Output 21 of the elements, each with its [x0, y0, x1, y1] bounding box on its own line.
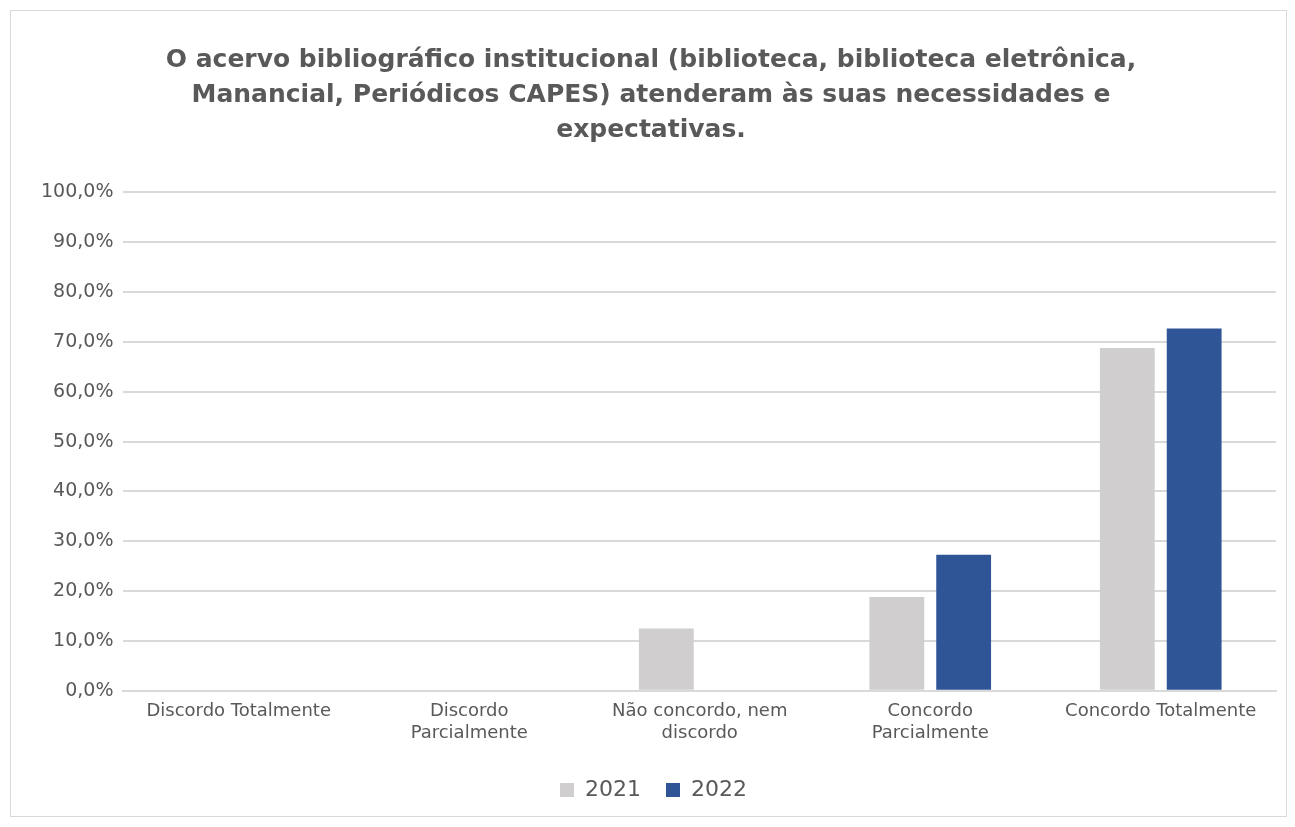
y-tick-label: 90,0% [53, 229, 114, 252]
y-tick-label: 20,0% [53, 578, 114, 601]
y-tick-label: 70,0% [53, 328, 114, 351]
x-tick-label: Concordo Totalmente [1065, 699, 1257, 721]
x-tick-label: Concordo Parcialmente [871, 699, 989, 742]
x-tick-label: Discordo Parcialmente [410, 699, 528, 742]
y-tick-label: 0,0% [65, 677, 114, 700]
y-tick-label: 40,0% [53, 478, 114, 501]
y-tick-label: 80,0% [53, 279, 114, 302]
y-tick-label: 10,0% [53, 627, 114, 650]
y-tick-label: 50,0% [53, 428, 114, 451]
x-tick-label: Não concordo, nem discordo [612, 699, 788, 742]
bar [1166, 328, 1222, 690]
y-tick-label: 30,0% [53, 528, 114, 551]
y-tick-label: 60,0% [53, 378, 114, 401]
x-tick-label: Discordo Totalmente [146, 699, 331, 721]
bar [936, 554, 992, 690]
y-tick-label: 100,0% [40, 179, 114, 202]
legend-label: 2022 [691, 775, 747, 801]
legend-label: 2021 [585, 775, 642, 801]
chart-title: O acervo bibliográfico institucional (biblioteca, biblioteca eletrônica, Manancial, Periódicos CAPES) atenderam às suas necessidades e expectativas. [164, 43, 1138, 145]
